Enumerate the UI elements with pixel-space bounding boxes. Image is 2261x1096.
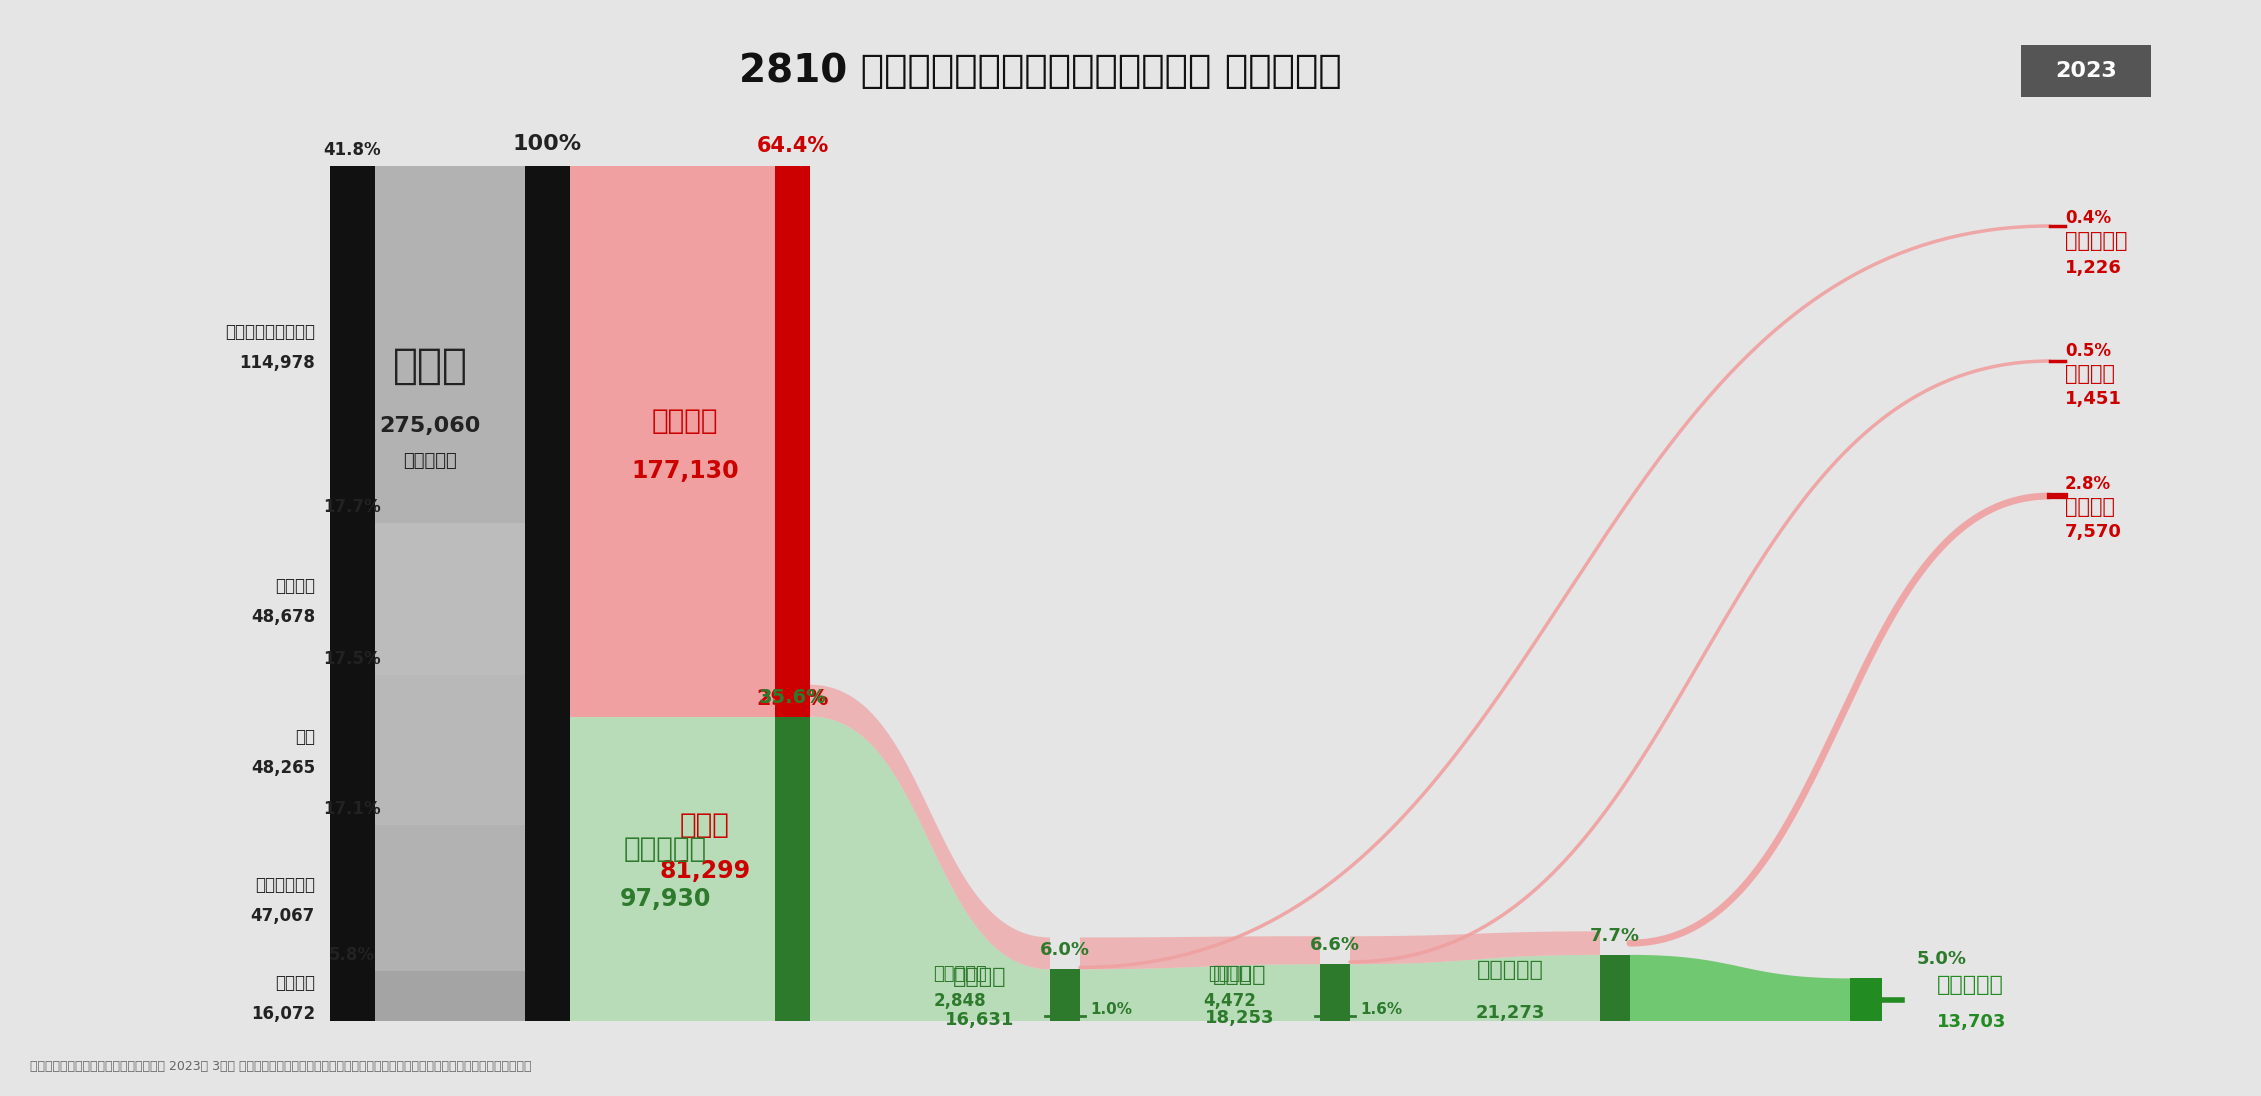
Bar	[330, 524, 375, 675]
Text: 2023: 2023	[2055, 61, 2116, 81]
Text: 114,978: 114,978	[240, 354, 314, 372]
Text: 16,631: 16,631	[945, 1012, 1015, 1029]
Text: 275,060: 275,060	[380, 416, 482, 436]
Bar	[776, 165, 809, 717]
Text: 売上総利益: 売上総利益	[624, 835, 705, 863]
Bar	[330, 824, 375, 971]
Polygon shape	[1081, 964, 1320, 1021]
Bar	[330, 971, 375, 1021]
Text: 2,848: 2,848	[934, 992, 986, 1011]
Text: 5.0%: 5.0%	[1917, 950, 1967, 969]
Bar	[525, 165, 570, 1021]
Text: 81,299: 81,299	[660, 859, 751, 883]
Bar	[330, 675, 375, 824]
Text: 13,703: 13,703	[1938, 1013, 2006, 1030]
Text: 営業利益: 営業利益	[954, 967, 1006, 987]
Text: 香辛・調味加工食品: 香辛・調味加工食品	[226, 322, 314, 341]
Text: 18,253: 18,253	[1205, 1008, 1275, 1027]
Text: 経常利益: 経常利益	[1214, 964, 1266, 984]
Text: 17.1%: 17.1%	[323, 800, 380, 818]
Text: 100%: 100%	[513, 134, 581, 155]
Text: 出典：ハウス食品グループ本社株式会社 2023年 3月期 有価証券報告書　　図解：左記資料を基にザイマニ｜財務分析マニュアルが調整・作成: 出典：ハウス食品グループ本社株式会社 2023年 3月期 有価証券報告書 図解：…	[29, 1060, 531, 1073]
Text: 1.6%: 1.6%	[1361, 1002, 1402, 1016]
Text: 法人税等: 法人税等	[2064, 496, 2114, 517]
Text: 35.6%: 35.6%	[760, 687, 828, 707]
Polygon shape	[809, 717, 1049, 1021]
Polygon shape	[570, 165, 776, 717]
Text: 47,067: 47,067	[251, 906, 314, 925]
Polygon shape	[375, 971, 525, 1021]
Polygon shape	[809, 685, 1049, 969]
Bar	[1049, 969, 1081, 1021]
Text: 4,472: 4,472	[1203, 992, 1257, 1011]
Text: 5.8%: 5.8%	[330, 946, 375, 964]
Text: 健康食品: 健康食品	[276, 974, 314, 992]
Polygon shape	[570, 717, 776, 969]
Text: 税引前利益: 税引前利益	[1476, 960, 1544, 980]
Text: 64.4%: 64.4%	[757, 136, 830, 156]
Text: 外食: 外食	[294, 728, 314, 745]
Polygon shape	[1350, 932, 1601, 964]
Bar	[2021, 45, 2150, 98]
Bar	[776, 717, 809, 1021]
Text: 2.8%: 2.8%	[2064, 475, 2112, 493]
Text: 6.0%: 6.0%	[1040, 941, 1090, 959]
Text: 2810 ハウス食品グループ本社株式会社 損益計算書: 2810 ハウス食品グループ本社株式会社 損益計算書	[739, 52, 1341, 90]
Text: 6.6%: 6.6%	[1309, 936, 1361, 955]
Text: 1.0%: 1.0%	[1090, 1002, 1133, 1016]
Text: 売上高: 売上高	[393, 345, 468, 387]
Text: 29.6%: 29.6%	[757, 688, 830, 709]
Text: 特別損失: 特別損失	[2064, 364, 2114, 384]
Polygon shape	[1630, 955, 1849, 1021]
Text: 97,930: 97,930	[620, 887, 710, 911]
Text: 48,265: 48,265	[251, 758, 314, 777]
Text: 売上原価: 売上原価	[651, 408, 719, 435]
Text: 41.8%: 41.8%	[323, 141, 380, 159]
Text: 0.4%: 0.4%	[2064, 209, 2112, 227]
Text: 7.7%: 7.7%	[1589, 927, 1639, 945]
Text: 1,226: 1,226	[2064, 259, 2121, 277]
Text: 0.5%: 0.5%	[2064, 342, 2112, 359]
Text: 16,072: 16,072	[251, 1005, 314, 1023]
Text: 当期純利益: 当期純利益	[1938, 974, 2003, 995]
Polygon shape	[375, 524, 525, 675]
Text: 1,451: 1,451	[2064, 390, 2121, 408]
Text: 17.5%: 17.5%	[323, 650, 380, 667]
Text: 17.7%: 17.7%	[323, 499, 380, 516]
Text: その他事業等: その他事業等	[255, 876, 314, 894]
Polygon shape	[375, 824, 525, 971]
Polygon shape	[375, 165, 525, 524]
Bar	[1320, 964, 1350, 1021]
Polygon shape	[1350, 955, 1601, 1021]
Polygon shape	[1081, 936, 1320, 969]
Text: 21,273: 21,273	[1476, 1004, 1544, 1021]
Text: 特別利益: 特別利益	[1207, 964, 1253, 983]
Text: 販管費: 販管費	[681, 811, 730, 838]
Text: 営業外収益: 営業外収益	[934, 964, 986, 983]
Text: 48,678: 48,678	[251, 608, 314, 626]
Text: 7,570: 7,570	[2064, 523, 2121, 541]
Bar	[1601, 955, 1630, 1021]
Polygon shape	[570, 717, 776, 1021]
Text: 177,130: 177,130	[631, 459, 739, 483]
Text: 営業外費用: 営業外費用	[2064, 231, 2128, 251]
Bar	[776, 717, 809, 969]
Text: 海外食品: 海外食品	[276, 578, 314, 595]
Text: （百万円）: （百万円）	[402, 452, 457, 470]
Bar	[330, 165, 375, 524]
Polygon shape	[375, 675, 525, 824]
Bar	[1849, 979, 1881, 1021]
